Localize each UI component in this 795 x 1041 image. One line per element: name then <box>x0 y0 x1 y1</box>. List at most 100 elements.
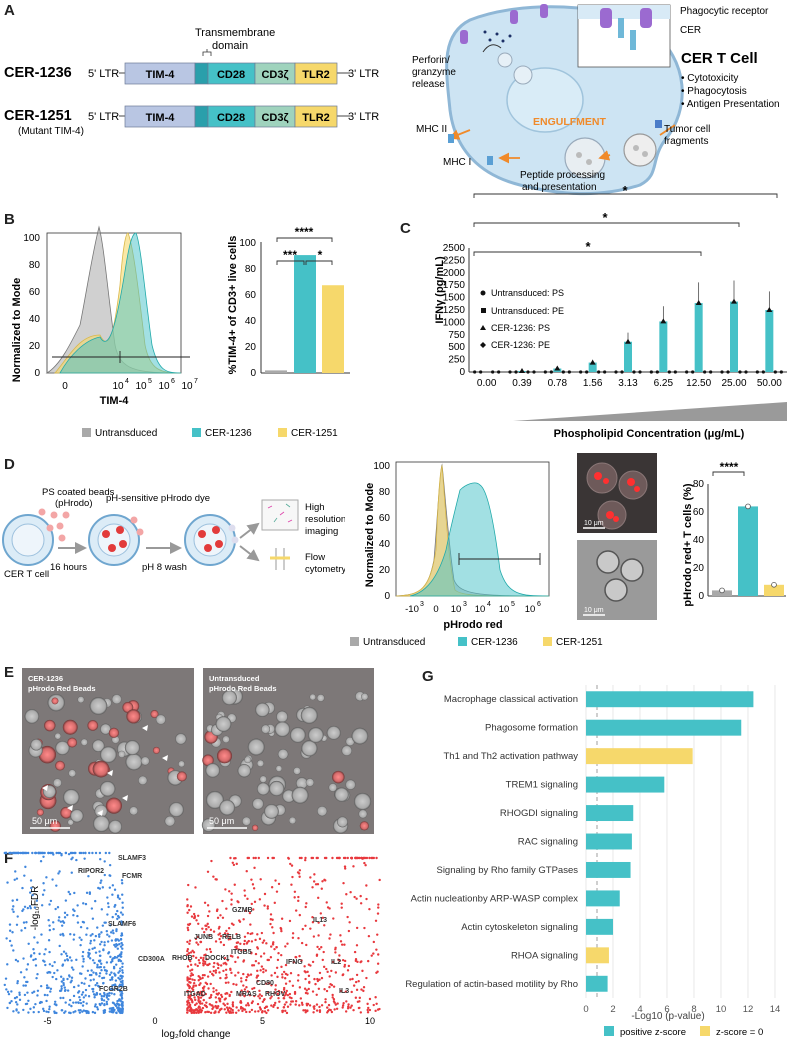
volcano-point <box>119 999 122 1002</box>
volcano-point <box>62 996 65 1000</box>
volcano-point <box>368 907 371 911</box>
volcano-point <box>228 890 231 893</box>
volcano-point <box>218 1000 222 1003</box>
c-ytick: 500 <box>448 342 465 353</box>
cell <box>361 693 369 701</box>
volcano-point <box>72 994 76 998</box>
volcano-point <box>305 943 308 947</box>
volcano-point <box>242 984 245 987</box>
volcano-point <box>22 908 25 911</box>
volcano-point <box>59 989 63 992</box>
volcano-point <box>196 991 199 994</box>
volcano-point <box>276 975 279 979</box>
volcano-point <box>235 947 238 950</box>
volcano-point <box>217 1011 220 1014</box>
cer-t-cell-title: CER T Cell <box>681 50 758 67</box>
volcano-point <box>115 929 118 933</box>
volcano-point <box>366 1002 369 1006</box>
svg-text:10: 10 <box>135 381 147 392</box>
volcano-point <box>340 943 344 946</box>
c-xtick: 50.00 <box>757 378 782 389</box>
g-category-label: Regulation of actin-based motility by Rh… <box>405 979 578 990</box>
volcano-point <box>15 1009 18 1012</box>
volcano-point <box>323 924 326 927</box>
volcano-point <box>16 1003 19 1006</box>
volcano-point <box>34 1002 37 1006</box>
volcano-point <box>93 946 96 950</box>
volcano-point <box>318 1005 321 1009</box>
volcano-point <box>78 1011 82 1014</box>
volcano-point <box>276 1006 279 1010</box>
volcano-point <box>269 997 272 1000</box>
volcano-point <box>342 973 345 976</box>
svg-text:10 μm: 10 μm <box>584 607 604 614</box>
volcano-point <box>236 941 240 944</box>
volcano-point <box>335 1007 339 1011</box>
volcano-point <box>116 944 119 947</box>
volcano-point <box>35 899 39 902</box>
g-bar <box>586 833 632 850</box>
volcano-point <box>226 1002 229 1006</box>
volcano-point <box>27 999 30 1002</box>
g-category-label: Phagosome formation <box>485 723 578 734</box>
volcano-point <box>91 1010 95 1014</box>
volcano-point <box>374 996 377 999</box>
cell <box>150 710 159 719</box>
volcano-point <box>196 935 199 939</box>
volcano-point <box>5 988 8 991</box>
volcano-point <box>208 934 211 937</box>
volcano-point <box>186 1007 189 1010</box>
volcano-point <box>36 994 39 997</box>
volcano-point <box>62 977 65 981</box>
volcano-point <box>187 952 191 955</box>
volcano-point <box>95 1006 99 1009</box>
svg-text:TLR2: TLR2 <box>302 69 330 81</box>
volcano-point <box>314 982 317 986</box>
volcano-point <box>316 945 319 949</box>
volcano-point <box>244 949 247 952</box>
volcano-point <box>270 1004 273 1007</box>
volcano-point <box>235 932 238 936</box>
svg-text:40: 40 <box>29 314 41 325</box>
volcano-point <box>72 1011 75 1014</box>
volcano-point <box>294 956 298 959</box>
g-bar <box>586 691 754 708</box>
volcano-point <box>116 999 119 1003</box>
volcano-point <box>336 1002 339 1005</box>
volcano-point <box>22 851 25 855</box>
volcano-point <box>205 982 209 986</box>
volcano-point <box>29 879 33 882</box>
volcano-label: CD300A <box>138 956 165 963</box>
cell <box>221 690 237 706</box>
volcano-point <box>84 1009 87 1013</box>
volcano-point <box>117 916 121 919</box>
svg-text:CER T cell: CER T cell <box>4 569 49 580</box>
volcano-point <box>250 902 253 906</box>
volcano-point <box>206 922 209 926</box>
volcano-point <box>355 926 359 930</box>
volcano-point <box>235 983 238 986</box>
volcano-point <box>276 958 280 962</box>
volcano-point <box>256 1002 260 1006</box>
g-bar <box>586 861 631 878</box>
svg-text:CD28: CD28 <box>217 112 245 124</box>
volcano-point <box>252 856 255 860</box>
panel-f-volcano: -log₁₀FDR SLAMF3RIPOR2FCMRSLAMF6CD300AFC… <box>3 851 381 1040</box>
cell <box>111 694 122 705</box>
volcano-point <box>120 933 124 937</box>
volcano-point <box>272 1005 275 1009</box>
volcano-point <box>361 969 364 973</box>
volcano-point <box>240 948 243 952</box>
volcano-point <box>340 989 343 993</box>
volcano-point <box>320 1004 324 1007</box>
volcano-point <box>204 924 207 927</box>
volcano-point <box>311 960 315 964</box>
volcano-point <box>110 971 113 974</box>
volcano-point <box>224 968 228 971</box>
volcano-point <box>98 975 101 978</box>
volcano-point <box>256 933 259 936</box>
volcano-point <box>346 915 349 919</box>
volcano-point <box>186 949 189 953</box>
cell <box>68 769 77 778</box>
volcano-point <box>116 1003 120 1006</box>
